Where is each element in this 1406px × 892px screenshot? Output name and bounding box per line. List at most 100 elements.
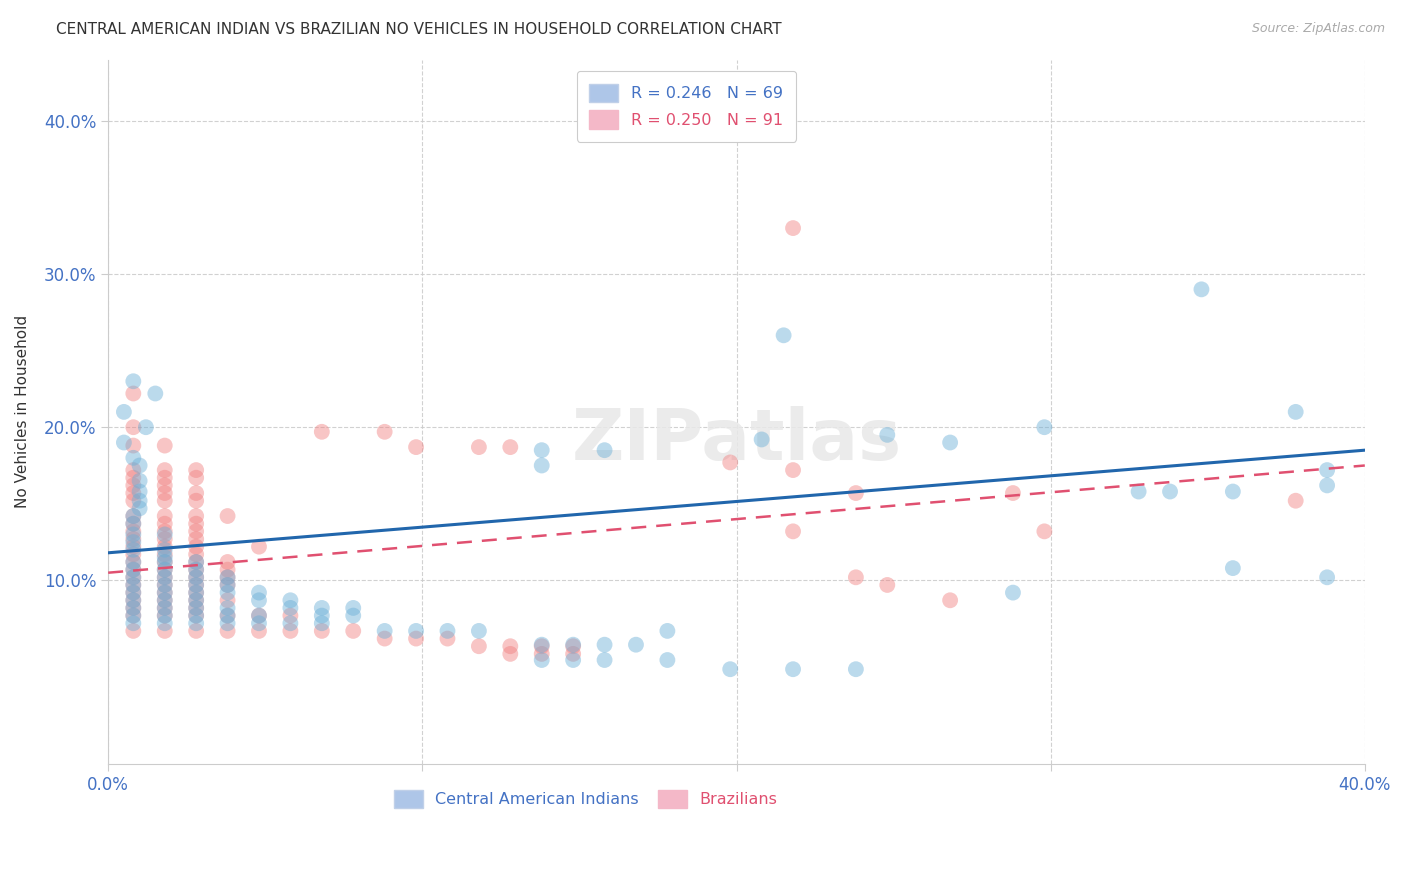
Point (153, 493, 176, 508)
Point (153, 585, 176, 599)
Point (1001, 585, 1024, 599)
Point (342, 624, 364, 638)
Point (939, 593, 962, 607)
Point (499, 639, 522, 653)
Point (186, 585, 208, 599)
Point (153, 563, 176, 577)
Point (280, 624, 302, 638)
Point (186, 578, 208, 592)
Point (153, 555, 176, 569)
Point (186, 570, 208, 584)
Point (1033, 524, 1056, 539)
Point (1316, 478, 1339, 492)
Point (153, 542, 176, 557)
Point (468, 639, 491, 653)
Point (186, 608, 208, 623)
Point (122, 527, 145, 541)
Point (153, 624, 176, 638)
Point (217, 570, 239, 584)
Point (186, 563, 208, 577)
Point (217, 601, 239, 615)
Point (186, 493, 208, 508)
Y-axis label: No Vehicles in Household: No Vehicles in Household (15, 315, 30, 508)
Point (153, 601, 176, 615)
Point (153, 516, 176, 531)
Point (122, 516, 145, 531)
Point (217, 593, 239, 607)
Point (122, 450, 145, 465)
Point (1285, 405, 1308, 419)
Point (122, 585, 145, 599)
Point (530, 653, 553, 667)
Point (186, 608, 208, 623)
Point (530, 647, 553, 661)
Point (122, 608, 145, 623)
Point (153, 532, 176, 546)
Point (1285, 493, 1308, 508)
Point (153, 585, 176, 599)
Point (342, 601, 364, 615)
Point (122, 463, 145, 477)
Point (186, 547, 208, 561)
Point (122, 563, 145, 577)
Point (530, 638, 553, 652)
Point (280, 593, 302, 607)
Point (562, 647, 585, 661)
Point (186, 486, 208, 500)
Point (153, 527, 176, 541)
Point (374, 425, 396, 439)
Point (1222, 484, 1244, 499)
Point (782, 662, 804, 676)
Point (153, 439, 176, 453)
Text: ZIPatlas: ZIPatlas (571, 406, 901, 475)
Point (128, 493, 150, 508)
Point (122, 570, 145, 584)
Point (186, 624, 208, 638)
Point (845, 570, 868, 584)
Point (1316, 570, 1339, 584)
Point (122, 509, 145, 524)
Point (153, 486, 176, 500)
Point (1159, 484, 1181, 499)
Point (562, 639, 585, 653)
Point (153, 616, 176, 631)
Point (186, 616, 208, 631)
Point (217, 616, 239, 631)
Point (217, 563, 239, 577)
Point (217, 585, 239, 599)
Point (153, 509, 176, 524)
Point (718, 455, 741, 469)
Point (112, 405, 135, 419)
Point (247, 585, 270, 599)
Point (153, 478, 176, 492)
Point (186, 532, 208, 546)
Point (1001, 486, 1024, 500)
Point (247, 593, 270, 607)
Text: Source: ZipAtlas.com: Source: ZipAtlas.com (1251, 22, 1385, 36)
Point (217, 608, 239, 623)
Point (186, 578, 208, 592)
Point (153, 547, 176, 561)
Point (128, 474, 150, 488)
Point (122, 601, 145, 615)
Point (217, 555, 239, 569)
Point (311, 616, 333, 631)
Point (122, 478, 145, 492)
Point (311, 425, 333, 439)
Point (1191, 282, 1213, 296)
Point (782, 463, 804, 477)
Point (436, 624, 458, 638)
Point (374, 624, 396, 638)
Point (122, 608, 145, 623)
Point (122, 555, 145, 569)
Point (122, 563, 145, 577)
Point (624, 638, 647, 652)
Point (122, 555, 145, 569)
Point (122, 486, 145, 500)
Point (122, 585, 145, 599)
Point (122, 593, 145, 607)
Point (122, 542, 145, 557)
Point (122, 535, 145, 549)
Point (845, 662, 868, 676)
Point (153, 593, 176, 607)
